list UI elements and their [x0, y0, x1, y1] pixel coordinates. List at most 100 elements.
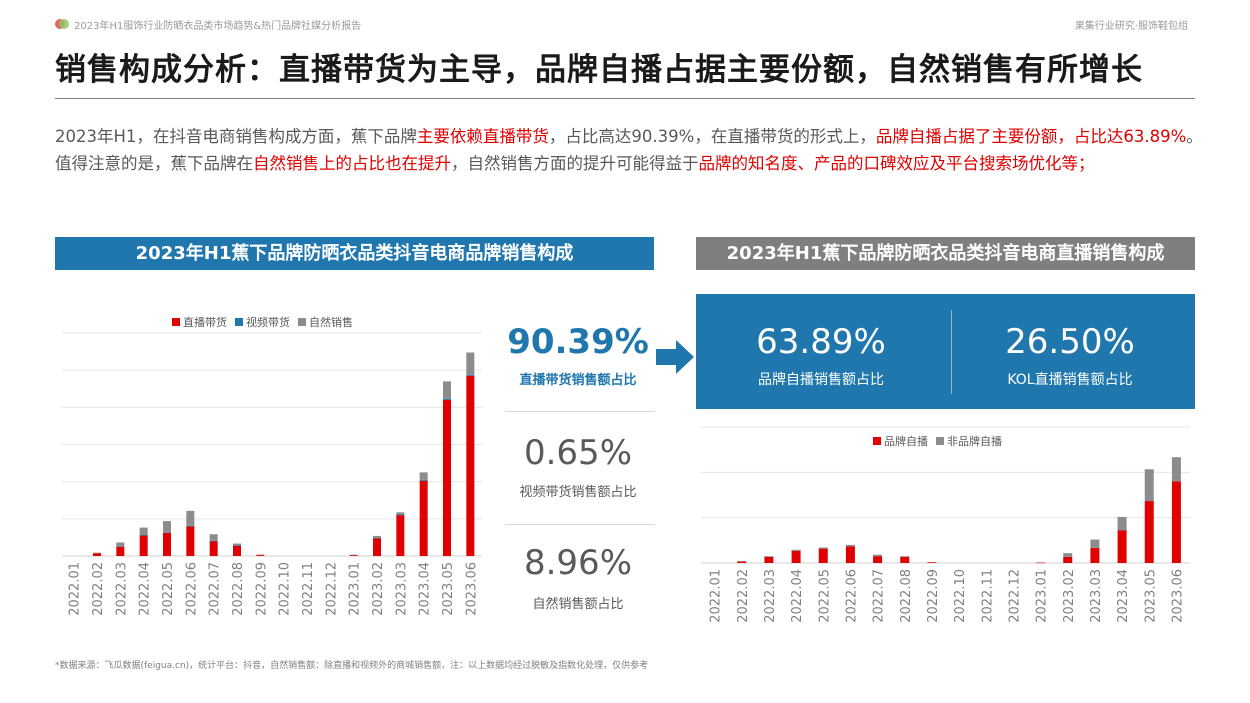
bar-segment	[233, 545, 241, 556]
x-tick-label: 2022.08	[231, 562, 246, 616]
bar-segment	[791, 549, 801, 551]
bar-segment	[443, 398, 451, 400]
live-split-panel	[696, 294, 1195, 409]
x-tick-label: 2022.10	[953, 569, 968, 623]
bar-segment	[1171, 481, 1181, 563]
bar-segment	[209, 540, 218, 542]
legend-swatch	[873, 437, 881, 445]
x-tick-label: 2022.08	[899, 569, 914, 623]
bar-segment	[116, 546, 125, 547]
legend-swatch	[298, 318, 306, 326]
intro-highlight-3: 自然销售上的占比也在提升	[253, 154, 451, 173]
left-chart-banner: 2023年H1蕉下品牌防晒衣品类抖音电商品牌销售构成	[55, 237, 654, 270]
bar-segment	[373, 535, 381, 538]
bar-segment	[764, 556, 774, 563]
bar-segment	[139, 535, 148, 536]
bar-segment	[163, 532, 171, 533]
bar-segment	[1090, 547, 1100, 563]
bar-segment	[419, 479, 428, 481]
x-tick-label: 2023.05	[441, 562, 456, 616]
video-share-value: 0.65%	[523, 433, 632, 473]
source-footnote: *数据来源：飞瓜数据(feigua.cn)，统计平台：抖音，自然销售额：除直播和…	[55, 661, 649, 671]
bar-segment	[900, 556, 910, 563]
bar-segment	[116, 542, 125, 547]
bar-segment	[1063, 553, 1073, 557]
intro-highlight-4: 品牌的知名度、产品的口碑效应及平台搜索场优化等；	[698, 154, 1095, 173]
intro-highlight-1: 主要依赖直播带货	[416, 127, 549, 146]
x-tick-label: 2023.03	[394, 562, 409, 616]
x-tick-label: 2022.12	[1007, 569, 1022, 623]
bar-segment	[186, 510, 195, 526]
bar-segment	[443, 399, 451, 556]
x-tick-label: 2022.05	[161, 562, 176, 616]
x-tick-label: 2023.06	[1170, 569, 1185, 623]
live-share-label: 直播带货销售额占比	[519, 373, 637, 388]
intro-text-1: 2023年H1，在抖音电商销售构成方面，蕉下品牌	[55, 127, 417, 146]
x-tick-label: 2022.01	[709, 569, 724, 623]
x-tick-label: 2022.11	[980, 569, 995, 623]
brand-label: 果集行业研究·服饰鞋包组	[1074, 21, 1188, 32]
x-tick-label: 2022.02	[736, 569, 751, 623]
bar-segment	[1117, 516, 1127, 531]
bar-segment	[373, 537, 381, 539]
x-tick-label: 2022.10	[278, 562, 293, 616]
bar-segment	[1144, 501, 1154, 563]
intro-paragraph: 2023年H1，在抖音电商销售构成方面，蕉下品牌主要依赖直播带货，占比高达90.…	[55, 123, 1215, 177]
page-title: 销售构成分析：直播带货为主导，品牌自播占据主要份额，自然销售有所增长	[55, 52, 1143, 88]
bar-segment	[791, 550, 801, 563]
x-tick-label: 2022.05	[817, 569, 832, 623]
bar-segment	[396, 514, 405, 516]
bar-segment	[818, 547, 828, 549]
bar-segment	[443, 381, 451, 399]
brand-logo-icon	[55, 19, 69, 29]
live-share-value: 90.39%	[507, 322, 649, 362]
legend-label: 品牌自播	[884, 434, 928, 448]
bar-segment	[186, 526, 195, 556]
bar-segment	[396, 512, 405, 515]
x-tick-label: 2023.02	[1062, 569, 1077, 623]
x-tick-label: 2022.03	[114, 562, 129, 616]
bar-segment	[1171, 457, 1181, 482]
bar-segment	[93, 552, 101, 554]
bar-segment	[900, 556, 910, 557]
x-tick-label: 2023.01	[348, 562, 363, 616]
bar-segment	[349, 555, 358, 556]
bar-segment	[927, 562, 937, 563]
self-live-share-label: 品牌自播销售额占比	[758, 372, 884, 388]
intro-highlight-2: 品牌自播占据了主要份额，占比达63.89%	[875, 127, 1187, 146]
bar-segment	[163, 521, 171, 533]
report-title: 2023年H1服饰行业防晒衣品类市场趋势&热门品牌社媒分析报告	[74, 21, 362, 32]
bar-segment	[1063, 556, 1073, 563]
bar-segment	[116, 546, 125, 556]
bar-segment	[349, 554, 358, 556]
x-tick-label: 2023.04	[418, 562, 433, 616]
right-chart-banner: 2023年H1蕉下品牌防晒衣品类抖音电商直播销售构成	[696, 237, 1195, 270]
stat-divider	[505, 524, 655, 525]
bar-segment	[466, 375, 475, 556]
natural-share-label: 自然销售额占比	[532, 597, 624, 612]
legend-swatch	[172, 318, 180, 326]
bar-segment	[396, 515, 405, 556]
bar-segment	[209, 534, 218, 541]
bar-segment	[1036, 562, 1046, 564]
bar-segment	[737, 561, 747, 563]
bar-segment	[818, 548, 828, 563]
bar-segment	[466, 374, 475, 376]
legend-swatch	[936, 437, 944, 445]
bar-segment	[1117, 530, 1127, 563]
x-tick-label: 2023.01	[1035, 569, 1050, 623]
x-tick-label: 2023.05	[1143, 569, 1158, 623]
kol-live-share-value: 26.50%	[1005, 322, 1135, 362]
bar-segment	[209, 541, 218, 556]
bar-segment	[233, 543, 241, 546]
x-tick-label: 2022.06	[844, 569, 859, 623]
bar-segment	[873, 556, 883, 563]
bar-segment	[466, 352, 475, 375]
bar-segment	[186, 525, 195, 527]
live-sales-composition-chart: 品牌自播 非品牌自播 2022.01 2022.02 2022.03 2022.04 202…	[701, 426, 1190, 623]
bar-segment	[139, 535, 148, 556]
panel-divider	[951, 310, 952, 394]
bar-segment	[139, 527, 148, 536]
bar-segment	[93, 553, 101, 556]
bar-segment	[1144, 469, 1154, 502]
